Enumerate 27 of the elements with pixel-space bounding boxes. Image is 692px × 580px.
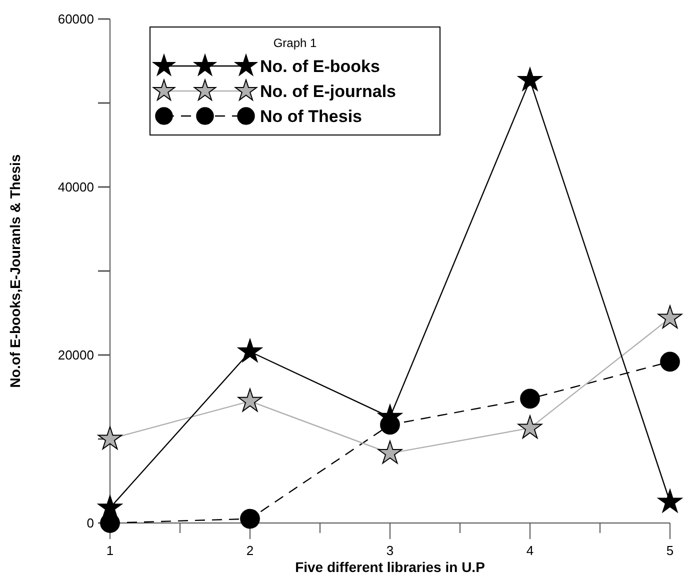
point xyxy=(658,305,682,328)
legend-label: No. of E-journals xyxy=(260,82,396,101)
x-tick-label: 4 xyxy=(526,543,534,558)
point xyxy=(240,508,260,529)
point xyxy=(238,388,262,412)
point xyxy=(658,489,682,512)
x-axis-title: Five different libraries in U.P xyxy=(295,559,485,575)
point xyxy=(378,440,402,464)
point xyxy=(518,68,542,91)
y-tick-label: 0 xyxy=(86,516,94,531)
legend-title: Graph 1 xyxy=(273,36,318,50)
y-tick-label: 60000 xyxy=(58,12,94,27)
x-tick-label: 3 xyxy=(386,543,394,558)
point xyxy=(238,338,262,362)
x-tick-label: 1 xyxy=(106,543,114,558)
x-tick-label: 5 xyxy=(666,543,674,558)
y-tick-label: 40000 xyxy=(58,180,94,195)
point xyxy=(520,388,540,409)
x-tick-label: 2 xyxy=(246,543,254,558)
point xyxy=(660,352,680,372)
y-axis-title: No.of E-books,E-Jouranls & Thesis xyxy=(7,154,23,388)
point xyxy=(98,426,122,450)
point xyxy=(98,495,122,518)
point xyxy=(518,415,542,439)
legend-label: No of Thesis xyxy=(260,106,362,126)
y-tick-label: 20000 xyxy=(58,348,94,363)
legend-label: No. of E-books xyxy=(260,56,380,76)
